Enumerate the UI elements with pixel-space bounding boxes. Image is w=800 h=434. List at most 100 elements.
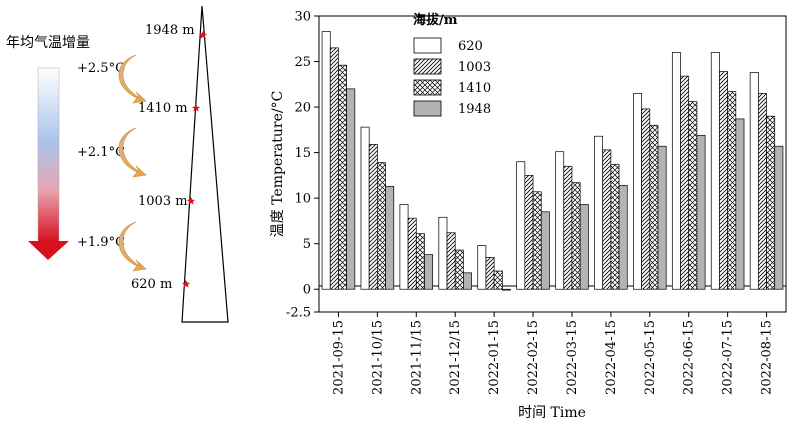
bar: [563, 165, 573, 290]
bar: [641, 108, 651, 290]
x-tick-label: 2022-02-15: [526, 320, 541, 395]
y-tick-label: 5: [303, 237, 311, 252]
legend-label: 620: [458, 39, 483, 54]
curved-arrow-icon: [118, 54, 147, 104]
x-axis: 2021-09-15 2021-10/15 2021-11/15 2021-12/15…: [331, 312, 775, 395]
bar: [766, 115, 776, 290]
bar: [532, 191, 542, 290]
bar: [501, 288, 511, 291]
bar: [749, 72, 759, 290]
x-tick-label: 2021-12/15: [448, 320, 463, 395]
elevation-marker-1948: [199, 31, 207, 39]
legend-label: 1003: [458, 60, 491, 75]
bar: [696, 134, 706, 290]
y-tick-label: 30: [294, 10, 311, 25]
bar: [571, 182, 581, 290]
bar: [671, 52, 681, 290]
bar: [446, 232, 456, 290]
bar: [540, 211, 550, 290]
legend-label: 1948: [458, 102, 491, 117]
bar: [485, 257, 495, 290]
legend-swatch: [413, 58, 442, 75]
bar: [727, 91, 737, 290]
increment-label-2: +2.1°C: [77, 145, 125, 160]
bar: [594, 135, 604, 290]
bar: [368, 144, 378, 290]
x-tick-label: 2022-07-15: [721, 320, 736, 395]
elevation-profile: [181, 5, 229, 323]
bar: [346, 88, 356, 290]
y-axis-label: 温度 Temperature/°C: [270, 91, 286, 238]
bar: [657, 145, 667, 290]
elevation-label-1410: 1410 m: [138, 101, 188, 116]
bar: [649, 124, 659, 290]
bar: [633, 93, 642, 290]
legend: 海拔/m 620 1003 1410 1948: [413, 12, 491, 117]
bar: [735, 118, 745, 290]
bar: [377, 162, 386, 290]
bar: [463, 272, 472, 290]
curved-arrow-icon: [118, 221, 147, 272]
elevation-marker-1410: [192, 104, 200, 112]
legend-swatch: [413, 100, 442, 117]
bar: [524, 175, 534, 290]
x-tick-label: 2022-01-15: [487, 320, 502, 395]
bar: [360, 126, 370, 290]
bar: [719, 71, 728, 290]
bar: [424, 254, 434, 290]
bar: [680, 75, 690, 290]
bar: [385, 185, 395, 290]
bar: [579, 204, 589, 290]
bar: [774, 145, 784, 290]
bar: [602, 149, 612, 290]
increment-label-1: +2.5°C: [77, 61, 125, 76]
bar: [399, 204, 409, 290]
x-tick-label: 2021-09-15: [331, 320, 346, 395]
elevation-marker-1003: [187, 197, 195, 205]
bar: [438, 216, 448, 290]
left-panel: 年均气温增量 1948 m 1410 m 1003 m 620 m +2.5°C…: [6, 5, 229, 323]
x-tick-label: 2022-05-15: [643, 320, 658, 395]
bar: [516, 161, 526, 290]
bar: [407, 217, 417, 290]
bar: [610, 164, 620, 290]
legend-title: 海拔/m: [413, 12, 458, 28]
bar: [338, 64, 348, 290]
x-tick-label: 2022-04-15: [604, 320, 619, 395]
bar: [454, 249, 464, 290]
y-tick-label: -2.5: [286, 306, 311, 321]
x-tick-label: 2021-10/15: [370, 320, 385, 395]
bar: [618, 185, 628, 290]
y-axis: -2.5 0 5 10 15 20 25 30: [286, 10, 319, 321]
x-tick-label: 2022-06-15: [682, 320, 697, 395]
bar: [415, 233, 425, 290]
y-tick-label: 20: [294, 101, 311, 116]
y-tick-label: 0: [303, 283, 311, 298]
x-tick-label: 2022-03-15: [565, 320, 580, 395]
x-tick-label: 2021-11/15: [409, 320, 424, 395]
bar: [321, 31, 331, 290]
legend-label: 1410: [458, 81, 491, 96]
curved-arrow-icon: [118, 127, 147, 178]
bar: [493, 270, 503, 290]
x-axis-label: 时间 Time: [518, 405, 586, 421]
elevation-label-1003: 1003 m: [138, 194, 188, 209]
increment-label-3: +1.9°C: [77, 235, 125, 250]
elevation-marker-620: [182, 280, 190, 288]
bar: [555, 151, 565, 290]
bar: [710, 52, 720, 290]
panel-title: 年均气温增量: [6, 35, 90, 51]
legend-swatch: [413, 37, 442, 54]
bar: [688, 101, 698, 290]
y-tick-label: 10: [294, 192, 311, 207]
y-tick-label: 15: [294, 146, 311, 161]
y-tick-label: 25: [294, 55, 311, 70]
temperature-gradient-arrow: [28, 67, 69, 260]
bar: [477, 245, 487, 290]
bar: [329, 47, 339, 290]
elevation-label-620: 620 m: [131, 277, 172, 292]
bars: [321, 31, 784, 291]
bar: [757, 93, 767, 290]
